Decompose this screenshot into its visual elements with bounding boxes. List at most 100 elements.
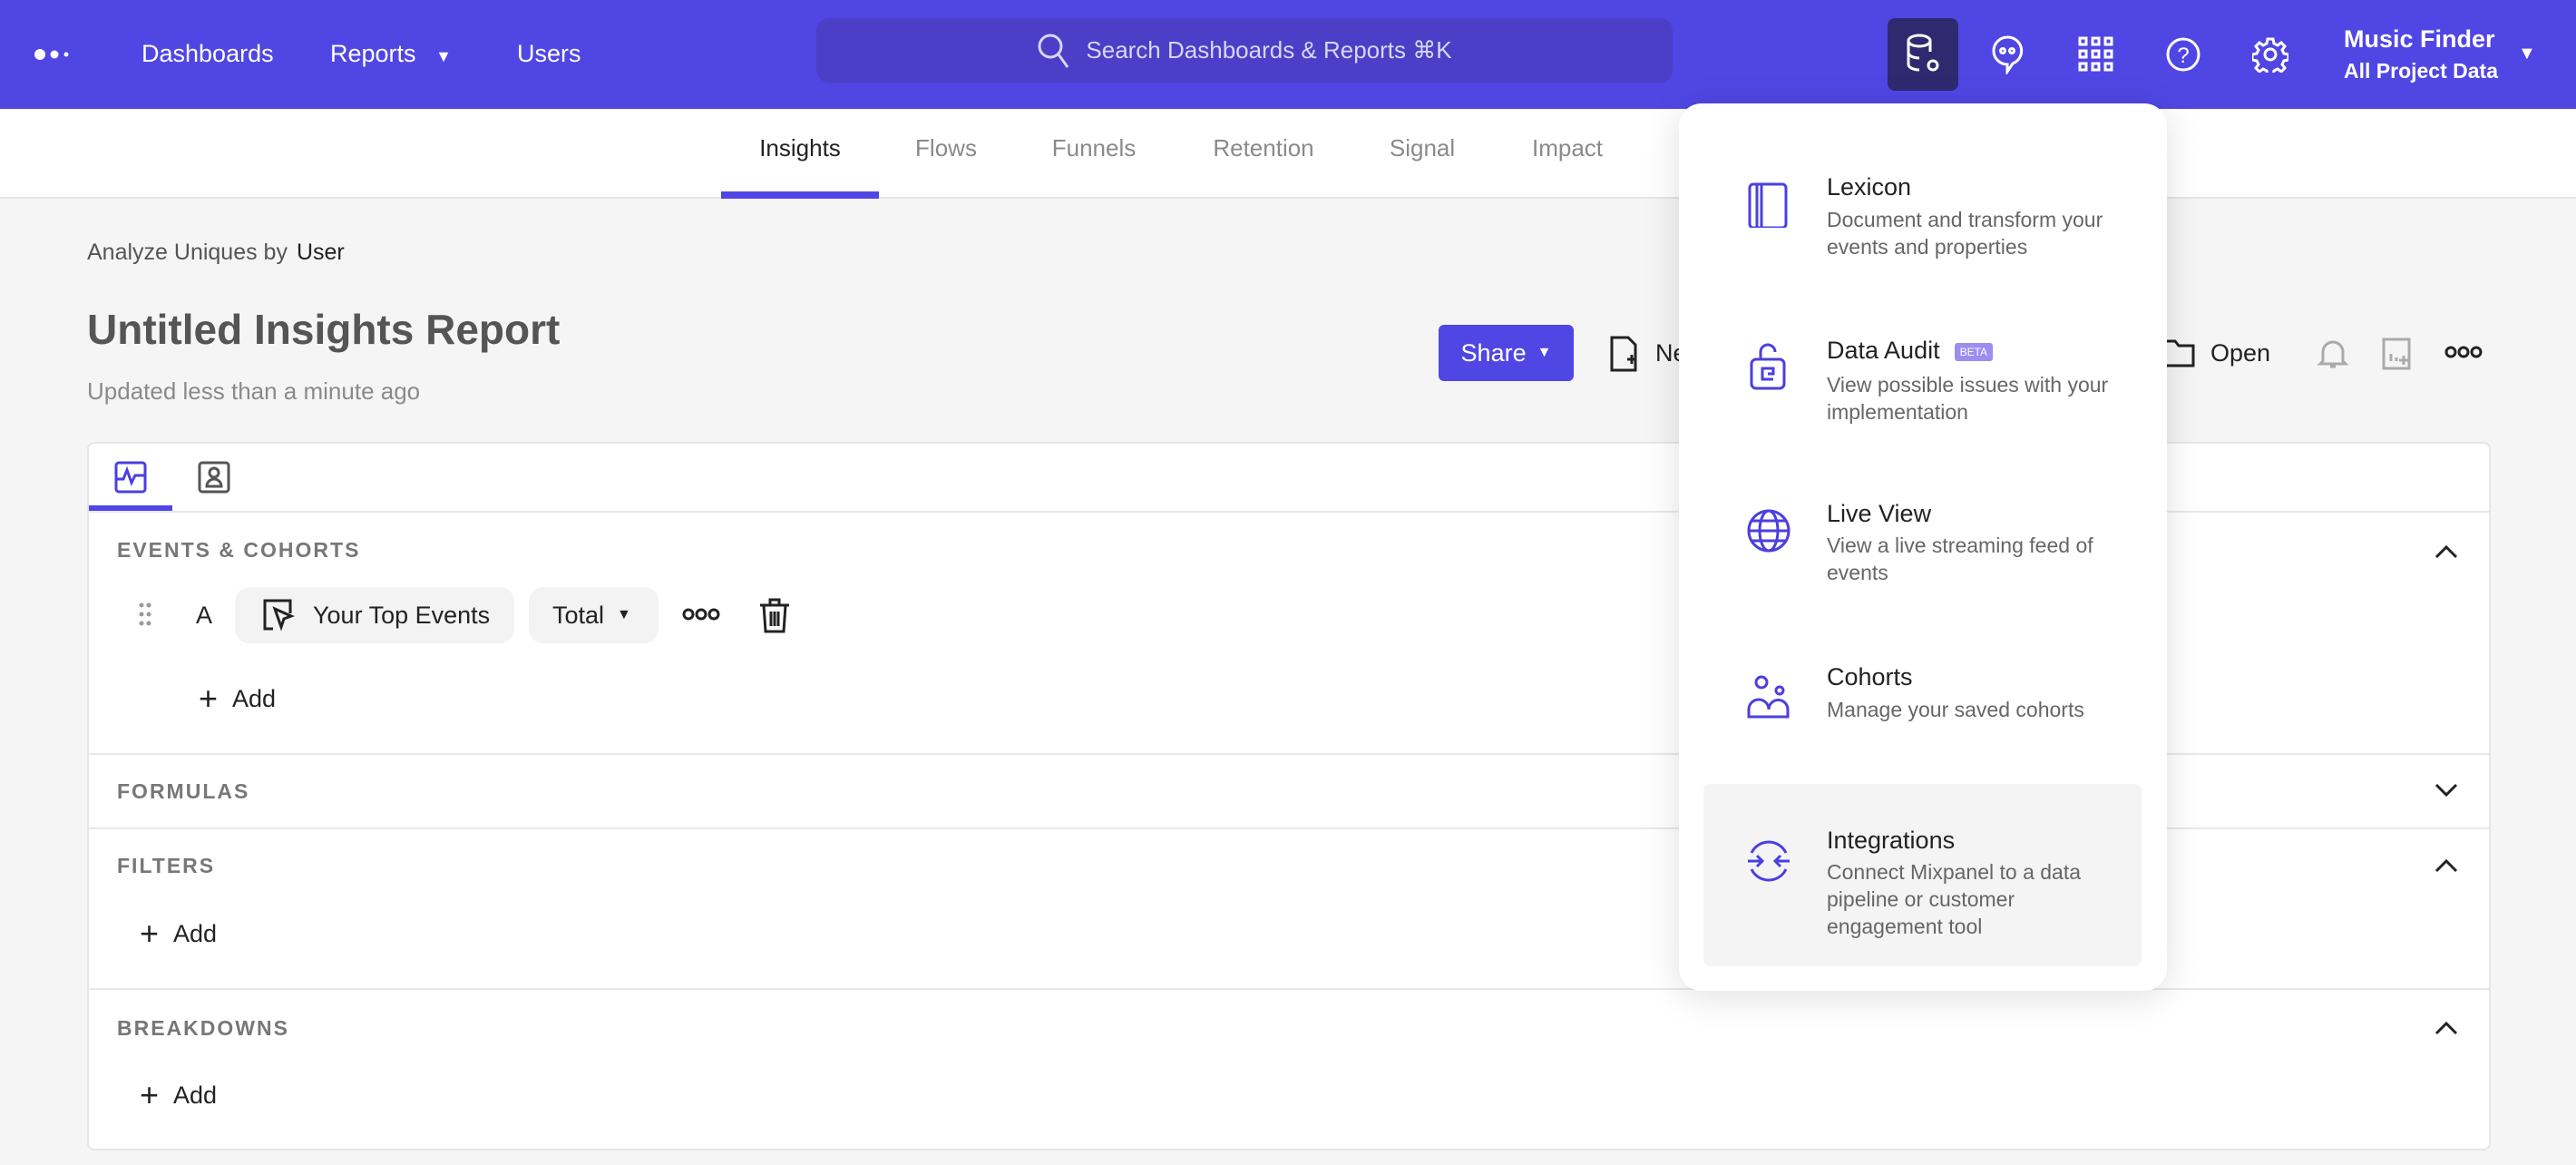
menu-item-desc: View possible issues with your implement… [1827,373,2109,424]
settings-button[interactable] [2249,33,2292,76]
hover-highlight [1703,784,2142,966]
menu-item-data-audit[interactable]: Data Audit BETA View possible issues with… [1679,321,2167,448]
menu-item-title: Live View [1827,500,1932,527]
help-button[interactable]: ? [2161,33,2205,76]
nav-users[interactable]: Users [517,40,581,67]
menu-item-title-wrap: Data Audit BETA [1827,337,1994,365]
menu-item-desc: Manage your saved cohorts [1827,698,2084,721]
caret-down-icon: ▼ [617,607,631,622]
event-selector[interactable]: Your Top Events [235,587,514,643]
menu-item-cohorts[interactable]: Cohorts Manage your saved cohorts [1679,648,2167,775]
measure-selector[interactable]: Total ▼ [529,587,659,643]
analyze-label: Analyze Uniques by [87,240,288,265]
data-management-menu: Lexicon Document and transform your even… [1679,103,2167,991]
menu-item-live-view[interactable]: Live View View a live streaming feed of … [1679,485,2167,612]
settings-icon [2252,37,2288,73]
caret-down-icon[interactable]: ▼ [2518,44,2536,64]
book-icon [1748,182,1788,228]
mixpanel-logo-icon[interactable] [34,47,76,62]
integration-arrows-icon [1748,840,1790,882]
insights-chart-tab-icon[interactable] [114,461,147,494]
share-label: Share [1460,338,1527,367]
project-name: Music Finder [2344,25,2495,53]
tab-retention[interactable]: Retention [1213,134,1314,162]
caret-down-icon: ▼ [435,47,452,65]
add-label: Add [173,919,218,947]
add-alert-bell-icon[interactable] [2317,338,2350,370]
chat-icon [1992,35,2024,74]
tab-impact[interactable]: Impact [1531,134,1604,162]
user-profile-tab-icon[interactable] [198,461,230,494]
tab-signal[interactable]: Signal [1389,134,1456,162]
new-report-icon[interactable] [1609,336,1638,372]
chevron-up-icon[interactable] [2431,535,2462,566]
menu-item-title: Integrations [1827,827,1956,854]
search-input[interactable]: Search Dashboards & Reports ⌘K [816,18,1673,83]
section-formulas: FORMULAS [117,779,250,803]
data-management-icon [1907,34,1939,72]
data-management-button[interactable] [1888,18,1958,91]
add-filter-button[interactable]: + Add [140,915,217,953]
divider [89,753,2489,755]
project-scope: All Project Data [2344,59,2498,83]
add-event-button[interactable]: + Add [199,680,276,718]
nav-reports[interactable]: Reports ▼ [330,40,452,68]
divider [89,988,2489,990]
chevron-up-icon[interactable] [2431,849,2462,880]
add-to-dashboard-icon[interactable] [2382,338,2413,370]
apps-button[interactable] [2074,33,2118,76]
cursor-click-icon [263,599,295,631]
menu-item-lexicon[interactable]: Lexicon Document and transform your even… [1679,158,2167,285]
tab-insights[interactable]: Insights [759,134,841,162]
menu-item-desc: Document and transform your events and p… [1827,208,2103,259]
tab-funnels[interactable]: Funnels [1051,134,1137,162]
plus-icon: + [140,1076,160,1113]
row-more-icon[interactable] [682,607,720,622]
beta-badge: BETA [1954,342,1994,361]
top-nav: Dashboards Reports ▼ Users Search Dashbo… [0,0,2576,109]
section-filters: FILTERS [117,854,216,877]
chevron-up-icon[interactable] [2431,1012,2462,1043]
drag-handle-icon[interactable] [139,602,151,626]
menu-item-title: Data Audit [1827,337,1940,364]
users-icon [1747,675,1790,719]
menu-item-desc: Connect Mixpanel to a data pipeline or c… [1827,860,2082,938]
plus-icon: + [199,680,219,717]
help-icon: ? [2166,37,2200,72]
section-breakdowns: BREAKDOWNS [117,1016,289,1040]
share-button[interactable]: Share ▼ [1439,325,1574,381]
divider [89,827,2489,829]
chevron-down-icon[interactable] [2431,775,2462,806]
caret-down-icon: ▼ [1537,345,1552,360]
globe-icon [1747,509,1791,553]
plus-icon: + [140,915,160,952]
open-button[interactable]: Open [2210,339,2271,367]
menu-item-desc: View a live streaming feed of events [1827,534,2093,584]
menu-item-title: Cohorts [1827,663,1913,690]
search-placeholder: Search Dashboards & Reports ⌘K [1086,36,1452,64]
lock-audit-icon [1750,343,1786,390]
svg-text:?: ? [2177,44,2189,68]
updated-status: Updated less than a minute ago [87,377,421,405]
menu-item-title: Lexicon [1827,173,1912,201]
chat-button[interactable] [1986,33,2029,76]
apps-grid-icon [2078,36,2113,72]
project-switcher[interactable]: Music Finder All Project Data [2344,25,2498,83]
analyze-by[interactable]: Analyze Uniques by User [87,240,345,266]
folder-open-icon[interactable] [2162,338,2195,368]
event-name: Your Top Events [313,601,491,629]
add-label: Add [173,1081,218,1109]
menu-item-integrations[interactable]: Integrations Connect Mixpanel to a data … [1679,811,2167,956]
add-breakdown-button[interactable]: + Add [140,1076,217,1114]
add-label: Add [232,684,277,712]
trash-icon[interactable] [758,597,791,633]
builder-tab-indicator [89,505,172,511]
active-tab-indicator [721,191,879,199]
tab-flows[interactable]: Flows [915,134,977,162]
nav-dashboards[interactable]: Dashboards [141,40,274,67]
more-options-icon[interactable] [2444,345,2483,359]
report-title[interactable]: Untitled Insights Report [87,306,561,353]
measure-name: Total [552,601,605,629]
analyze-value: User [296,240,345,265]
nav-reports-label: Reports [330,40,416,67]
